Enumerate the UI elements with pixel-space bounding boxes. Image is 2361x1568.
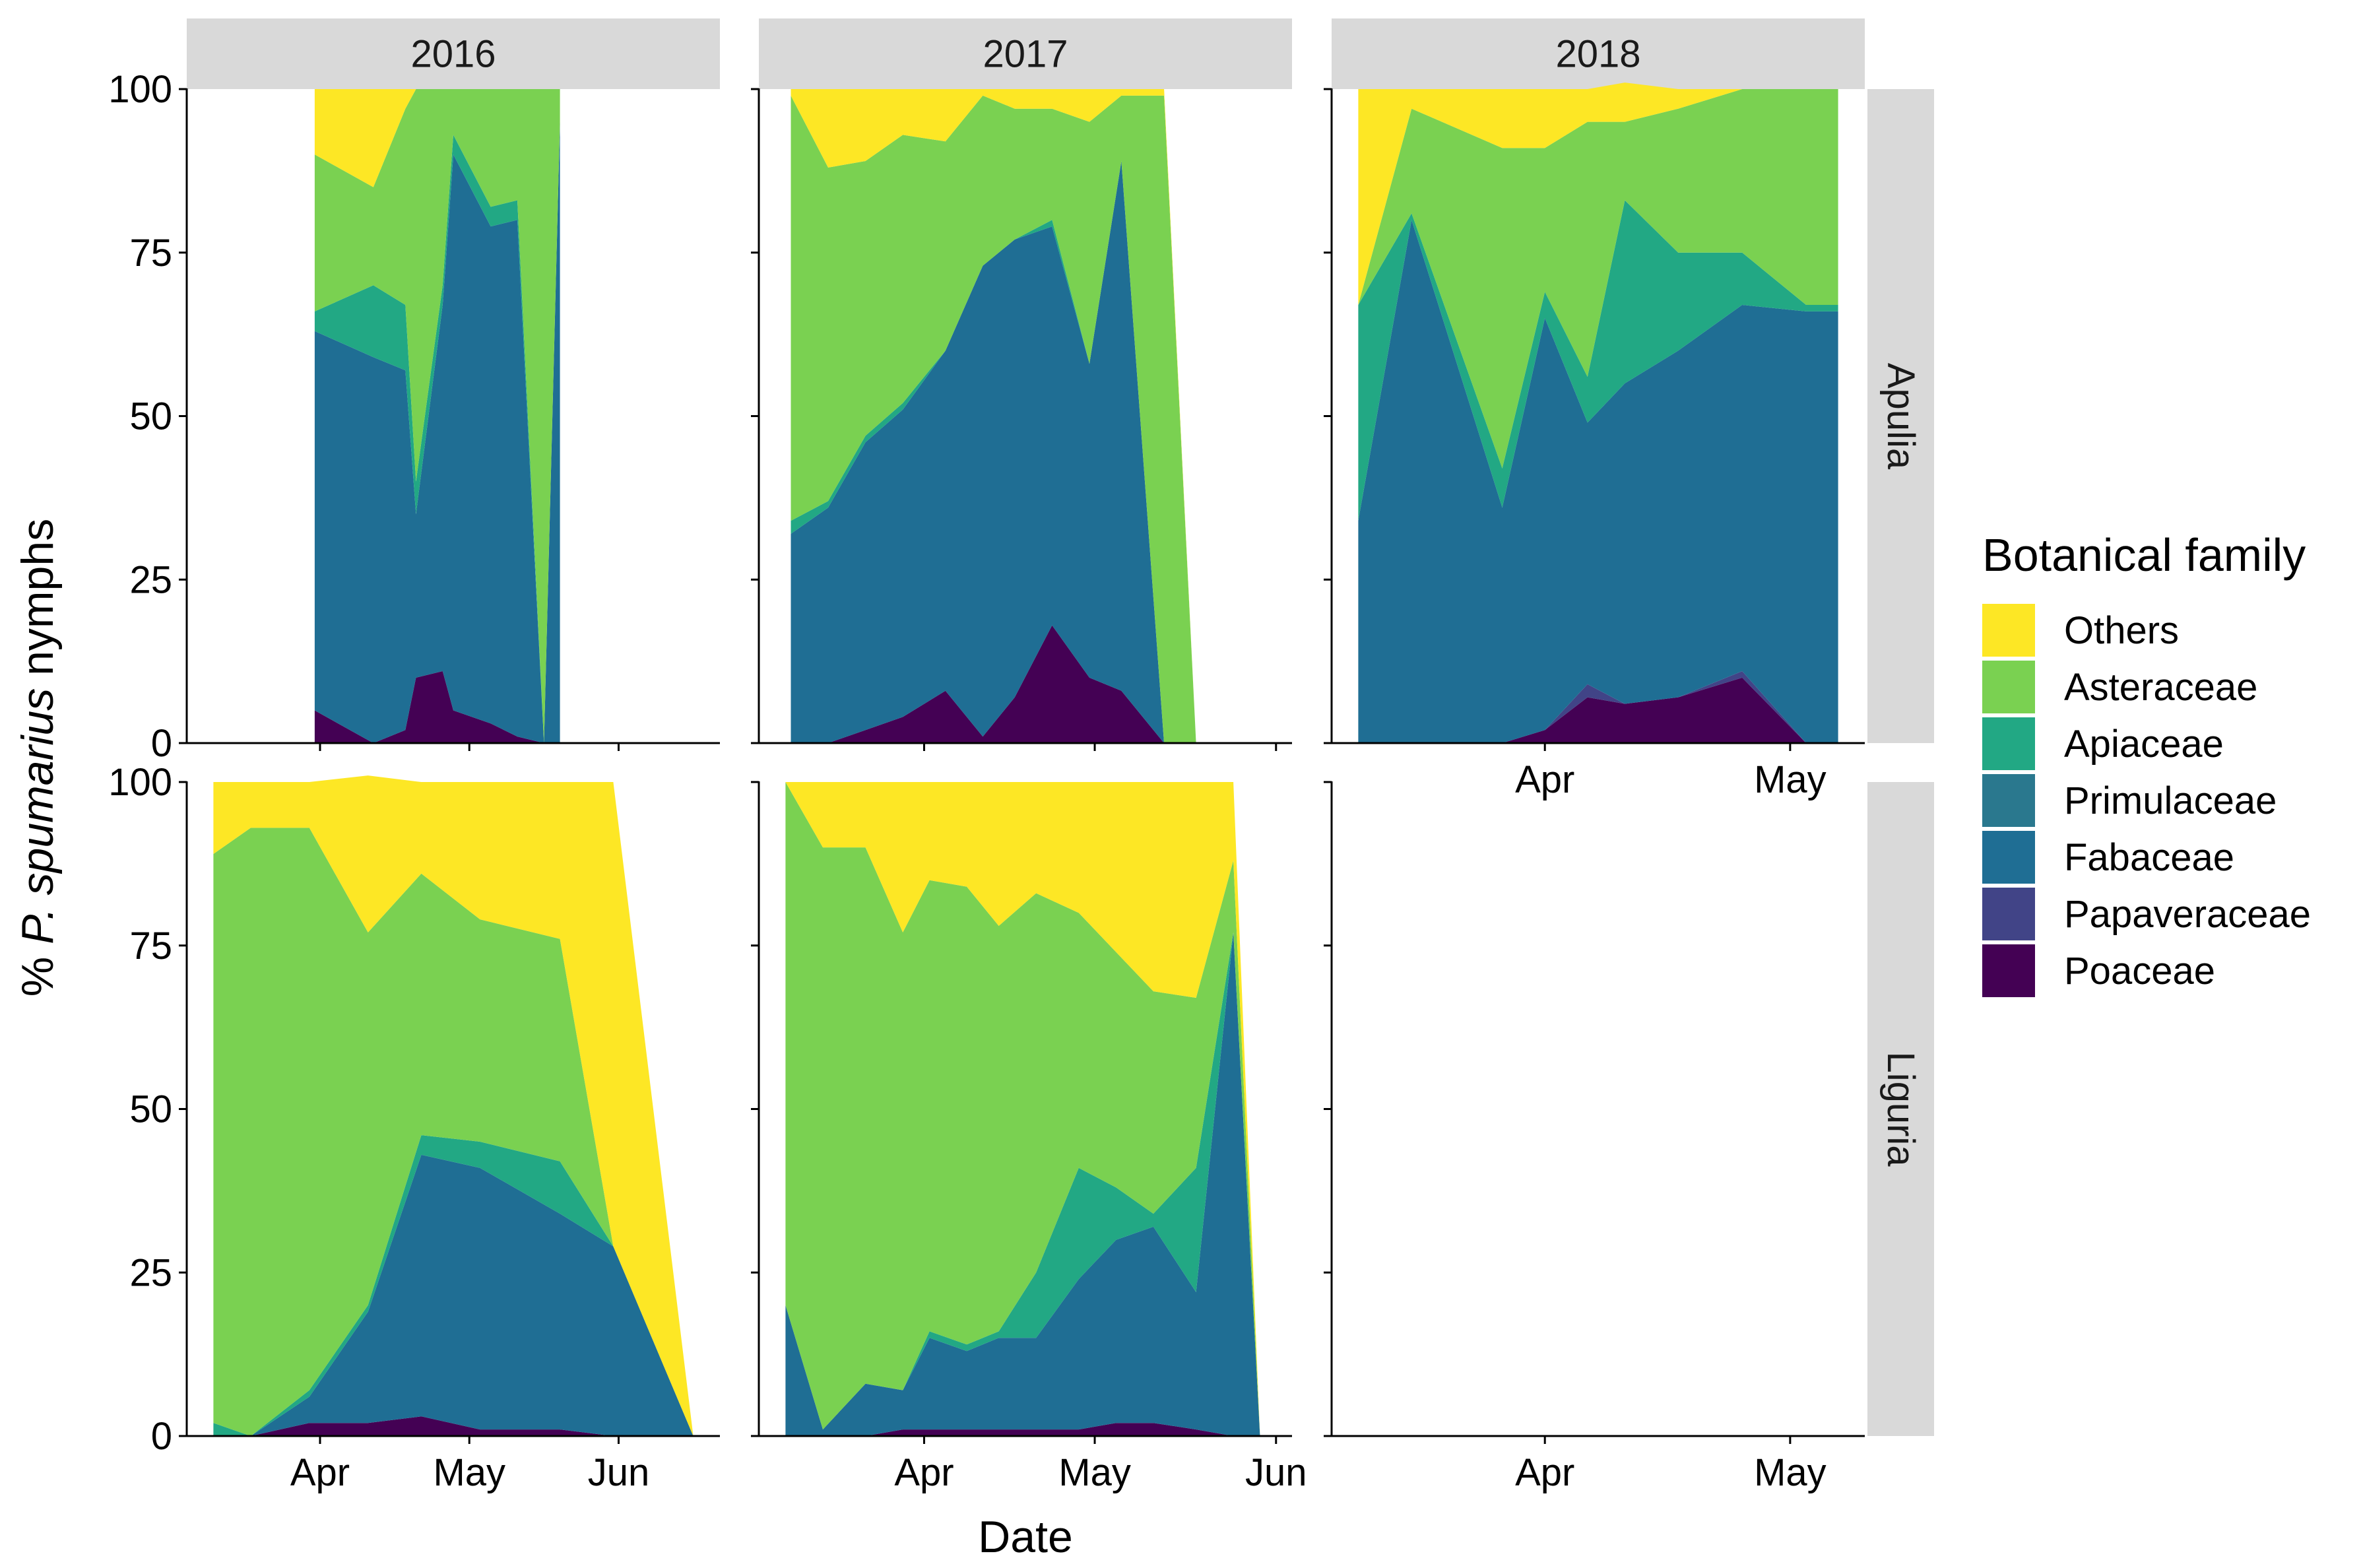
- y-tick-label-liguria-100: 100: [108, 761, 172, 804]
- column-strip-2017: [759, 18, 1292, 89]
- x-tick-label-panel-liguria-2018-may: May: [1754, 1451, 1827, 1494]
- area-apiaceae-liguria-2016: [213, 1135, 694, 1436]
- column-strip-2018: [1332, 18, 1865, 89]
- area-poaceae-liguria-2016: [213, 1416, 694, 1436]
- legend-label-primulaceae: Primulaceae: [2064, 779, 2277, 822]
- area-others-apulia-2018: [1358, 82, 1838, 305]
- area-poaceae-apulia-2017: [791, 625, 1196, 743]
- legend-swatch-poaceae: [1982, 944, 2035, 997]
- area-asteraceae-apulia-2017: [791, 95, 1196, 743]
- area-others-apulia-2016: [314, 89, 560, 187]
- area-fabaceae-liguria-2017: [785, 932, 1260, 1436]
- plot-layer: 2016 2017 2018 Apulia Liguria: [187, 18, 1934, 1436]
- y-axis-title-prefix: %: [13, 944, 63, 996]
- area-asteraceae-apulia-2016: [314, 89, 560, 743]
- y-tick-label-apulia-75: 75: [129, 232, 172, 275]
- y-tick-label-liguria-0: 0: [151, 1415, 172, 1458]
- row-strip-apulia: [1867, 89, 1934, 743]
- legend-swatch-apiaceae: [1982, 717, 2035, 770]
- area-others-liguria-2017: [785, 782, 1260, 1436]
- x-tick-label-panel-apulia-2018-may: May: [1754, 758, 1827, 801]
- legend-label-asteraceae: Asteraceae: [2064, 666, 2257, 709]
- panel-apulia-2017: [791, 89, 1196, 743]
- y-tick-label-liguria-75: 75: [129, 925, 172, 967]
- y-axis-title-species: P. spumarius: [13, 688, 63, 944]
- area-fabaceae-liguria-2016: [213, 1154, 694, 1436]
- y-tick-label-apulia-50: 50: [129, 395, 172, 438]
- legend-title: Botanical family: [1982, 529, 2306, 581]
- panel-apulia-2016: [314, 89, 560, 744]
- area-asteraceae-liguria-2017: [785, 782, 1260, 1436]
- area-fabaceae-apulia-2017: [791, 161, 1196, 743]
- legend: Botanical family Others Asteraceae Apiacea…: [1982, 529, 2311, 997]
- axes-layer: 0 25 50 75 100 Apr May 0 25 50 75 100 Apr May Jun Apr Ma…: [108, 68, 1865, 1494]
- panel-liguria-2017: [785, 782, 1260, 1436]
- area-fabaceae-apulia-2018: [1358, 220, 1838, 743]
- x-tick-label-panel-liguria-2016-may: May: [433, 1451, 505, 1494]
- x-tick-label-panel-apulia-2018-apr: Apr: [1515, 758, 1574, 801]
- y-axis-title: % P. spumarius nymphs: [13, 519, 63, 996]
- area-apiaceae-apulia-2018: [1358, 200, 1838, 521]
- area-poaceae-apulia-2016: [314, 671, 560, 743]
- y-tick-label-liguria-50: 50: [129, 1088, 172, 1131]
- area-others-apulia-2017: [791, 89, 1196, 743]
- row-strip-liguria: [1867, 782, 1934, 1436]
- column-strip-label-2017: 2017: [983, 33, 1068, 76]
- x-tick-label-panel-liguria-2017-may: May: [1058, 1451, 1131, 1494]
- area-asteraceae-apulia-2018: [1358, 89, 1838, 469]
- y-axis-title-suffix: nymphs: [13, 519, 63, 688]
- x-tick-label-panel-liguria-2016-jun: Jun: [588, 1451, 650, 1494]
- legend-label-apiaceae: Apiaceae: [2064, 723, 2224, 766]
- y-tick-label-liguria-25: 25: [129, 1251, 172, 1294]
- row-strip-label-apulia: Apulia: [1879, 363, 1922, 470]
- y-tick-label-apulia-100: 100: [108, 68, 172, 111]
- y-tick-label-apulia-25: 25: [129, 558, 172, 601]
- legend-swatch-others: [1982, 604, 2035, 657]
- legend-swatch-primulaceae: [1982, 774, 2035, 827]
- area-apiaceae-liguria-2017: [785, 932, 1260, 1436]
- x-axis-title: Date: [978, 1512, 1073, 1562]
- legend-label-papaveraceae: Papaveraceae: [2064, 893, 2311, 936]
- column-strip-label-2016: 2016: [410, 33, 496, 76]
- legend-label-fabaceae: Fabaceae: [2064, 836, 2234, 879]
- column-strip-2016: [187, 18, 720, 89]
- area-fabaceae-apulia-2016: [314, 121, 560, 744]
- x-tick-label-panel-liguria-2017-apr: Apr: [894, 1451, 954, 1494]
- panel-liguria-2016: [213, 775, 694, 1436]
- column-strip-label-2018: 2018: [1555, 33, 1640, 76]
- legend-swatch-papaveraceae: [1982, 888, 2035, 940]
- area-others-liguria-2016: [213, 775, 694, 1436]
- x-tick-label-panel-liguria-2017-jun: Jun: [1245, 1451, 1307, 1494]
- legend-swatch-fabaceae: [1982, 831, 2035, 884]
- x-tick-label-panel-liguria-2016-apr: Apr: [290, 1451, 350, 1494]
- area-asteraceae-liguria-2016: [213, 828, 694, 1436]
- area-poaceae-apulia-2018: [1358, 677, 1838, 743]
- legend-label-poaceae: Poaceae: [2064, 950, 2215, 993]
- row-strip-label-liguria: Liguria: [1879, 1051, 1922, 1167]
- y-tick-label-apulia-0: 0: [151, 722, 172, 765]
- legend-label-others: Others: [2064, 609, 2179, 652]
- panel-apulia-2018: [1358, 82, 1838, 743]
- legend-swatch-asteraceae: [1982, 661, 2035, 713]
- x-tick-label-panel-liguria-2018-apr: Apr: [1515, 1451, 1574, 1494]
